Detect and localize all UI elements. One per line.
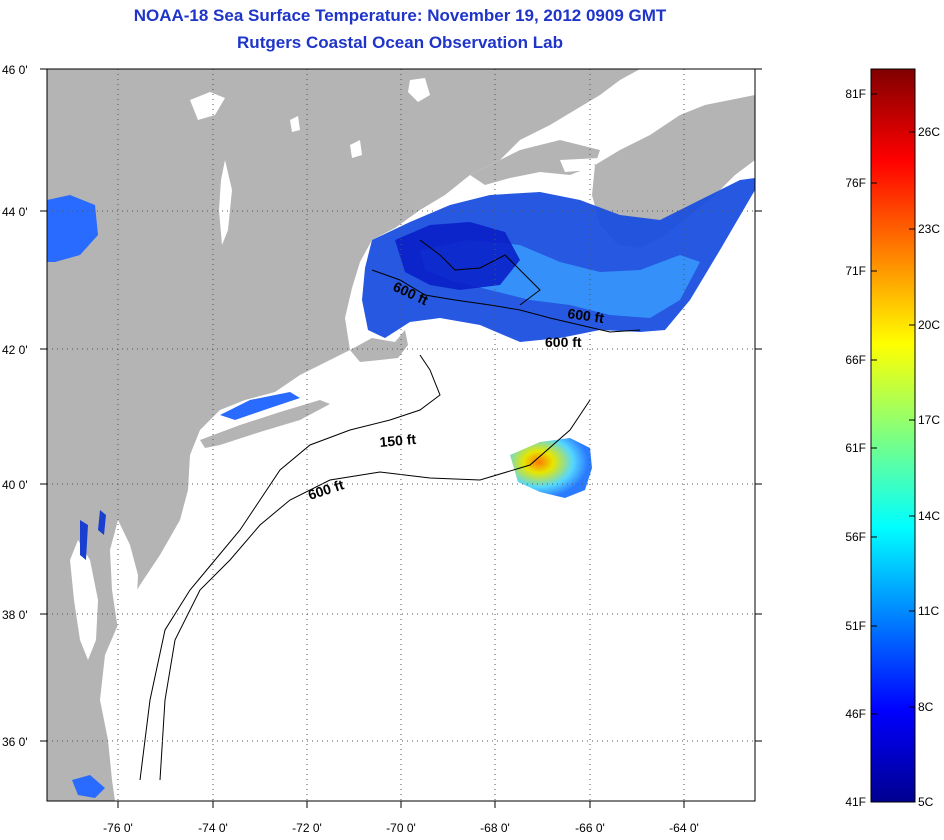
colorbar-c-label: 20C [918,318,940,332]
lat-label: 38 0' [2,608,28,622]
land-mainland [47,69,640,801]
sst-gulf-dark [395,222,520,290]
colorbar-f-label: 56F [845,530,866,544]
lat-label: 42 0' [2,343,28,357]
lon-label: -68 0' [480,821,510,835]
lon-label: -66 0' [575,821,605,835]
colorbar-f-label: 76F [845,176,866,190]
land-long-island [200,400,330,448]
lat-label: 44 0' [2,205,28,219]
colorbar-f-label: 46F [845,707,866,721]
colorbar [870,68,916,803]
colorbar-c-label: 5C [918,795,934,809]
sst-chesapeake [72,775,105,798]
lake-5 [560,158,600,172]
colorbar-f-label: 41F [845,795,866,809]
colorbar-f-label: 71F [845,264,866,278]
colorbar-c-label: 26C [918,125,940,139]
map-subtitle: Rutgers Coastal Ocean Observation Lab [237,33,563,52]
sst-lake-ontario [47,195,98,262]
sst-li-sound [220,392,300,420]
lake-2 [408,78,430,102]
contour-label: 600 ft [567,305,606,326]
colorbar-ticks [871,93,915,715]
colorbar-f-label: 61F [845,441,866,455]
colorbar-c-label: 11C [918,604,939,618]
lake-4 [290,116,300,132]
map-title: NOAA-18 Sea Surface Temperature: Novembe… [133,6,667,25]
colorbar-c-label: 23C [918,222,940,236]
map-grid [47,69,755,801]
land-delmarva [70,540,98,660]
lon-label: -76 0' [103,821,133,835]
sst-warm-eddy [510,438,592,498]
lon-label: -64 0' [669,821,699,835]
land-cape-cod [350,330,408,362]
contour-label: 150 ft [379,431,417,450]
lake-1 [190,92,225,120]
sst-rivers [80,510,106,560]
land-chesapeake [110,520,138,660]
lon-label: -70 0' [386,821,416,835]
colorbar-f-label: 81F [845,87,866,101]
map-ticks [40,68,762,808]
contour-gulf-inner [419,239,541,306]
contour-label: 600 ft [545,334,582,350]
colorbar-f-label: 66F [845,353,866,367]
lon-label: -72 0' [292,821,322,835]
lat-label: 40 0' [2,478,28,492]
contour-600ft-gulf [371,269,641,333]
lake-champlain [219,160,232,245]
colorbar-c-label: 8C [918,700,934,714]
lake-6 [660,90,685,105]
lat-label: 46 0' [2,63,28,77]
colorbar-c-label: 14C [918,509,940,523]
lat-label: 36 0' [2,735,28,749]
lon-label: -74 0' [198,821,228,835]
colorbar-c-label: 17C [918,413,940,427]
lake-3 [350,140,362,158]
contour-150ft [139,354,441,781]
land-nova-scotia [592,95,755,248]
colorbar-f-label: 51F [845,619,866,633]
land-new-brunswick [470,140,600,185]
contour-600ft-south [159,399,591,781]
